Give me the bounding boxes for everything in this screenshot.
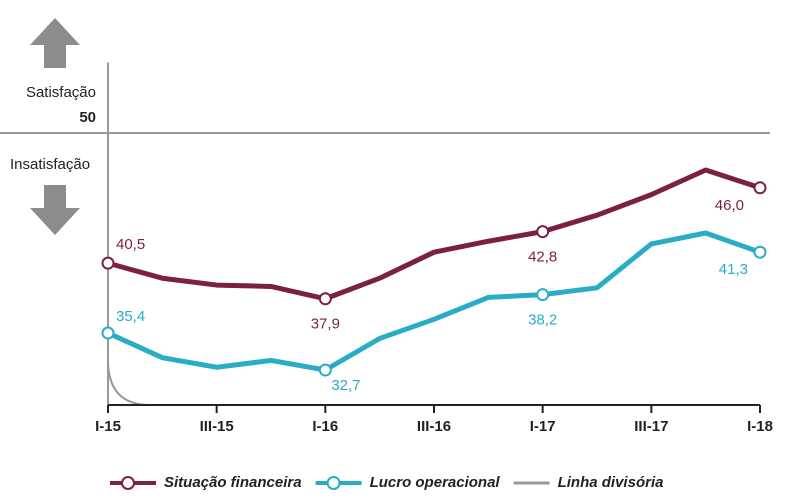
- series-line: [106, 230, 761, 373]
- x-tick-label: I-17: [530, 418, 556, 435]
- legend-label: Situação financeira: [164, 474, 302, 491]
- x-tick-label: I-16: [312, 418, 338, 435]
- point-marker: [536, 288, 550, 302]
- x-tick-label: I-15: [95, 418, 121, 435]
- legend-marker: [121, 476, 135, 490]
- data-label: 38,2: [528, 312, 557, 329]
- data-label: 32,7: [331, 377, 360, 394]
- point-marker: [753, 245, 767, 259]
- data-label: 42,8: [528, 249, 557, 266]
- legend-label: Lucro operacional: [370, 474, 501, 491]
- point-marker: [318, 292, 332, 306]
- up-arrow: [30, 18, 80, 68]
- data-label: 41,3: [719, 261, 748, 278]
- divider-label: 50: [79, 109, 96, 126]
- point-marker: [101, 326, 115, 340]
- down-arrow: [30, 185, 80, 235]
- x-tick-label: III-17: [634, 418, 668, 435]
- legend-label: Linha divisória: [558, 474, 664, 491]
- data-label: 35,4: [116, 308, 145, 325]
- point-marker: [536, 225, 550, 239]
- x-tick-label: I-18: [747, 418, 773, 435]
- data-label: 40,5: [116, 236, 145, 253]
- x-tick-label: III-16: [417, 418, 451, 435]
- decor-curve: [107, 359, 151, 406]
- x-tick-label: III-15: [200, 418, 234, 435]
- point-marker: [101, 256, 115, 270]
- point-marker: [753, 181, 767, 195]
- legend-marker: [326, 476, 341, 490]
- annotation: Satisfação: [26, 84, 96, 101]
- annotation: Insatisfação: [10, 156, 90, 173]
- series-line: [107, 167, 761, 302]
- data-label: 46,0: [715, 197, 744, 214]
- data-label: 37,9: [311, 316, 340, 333]
- point-marker: [318, 363, 332, 377]
